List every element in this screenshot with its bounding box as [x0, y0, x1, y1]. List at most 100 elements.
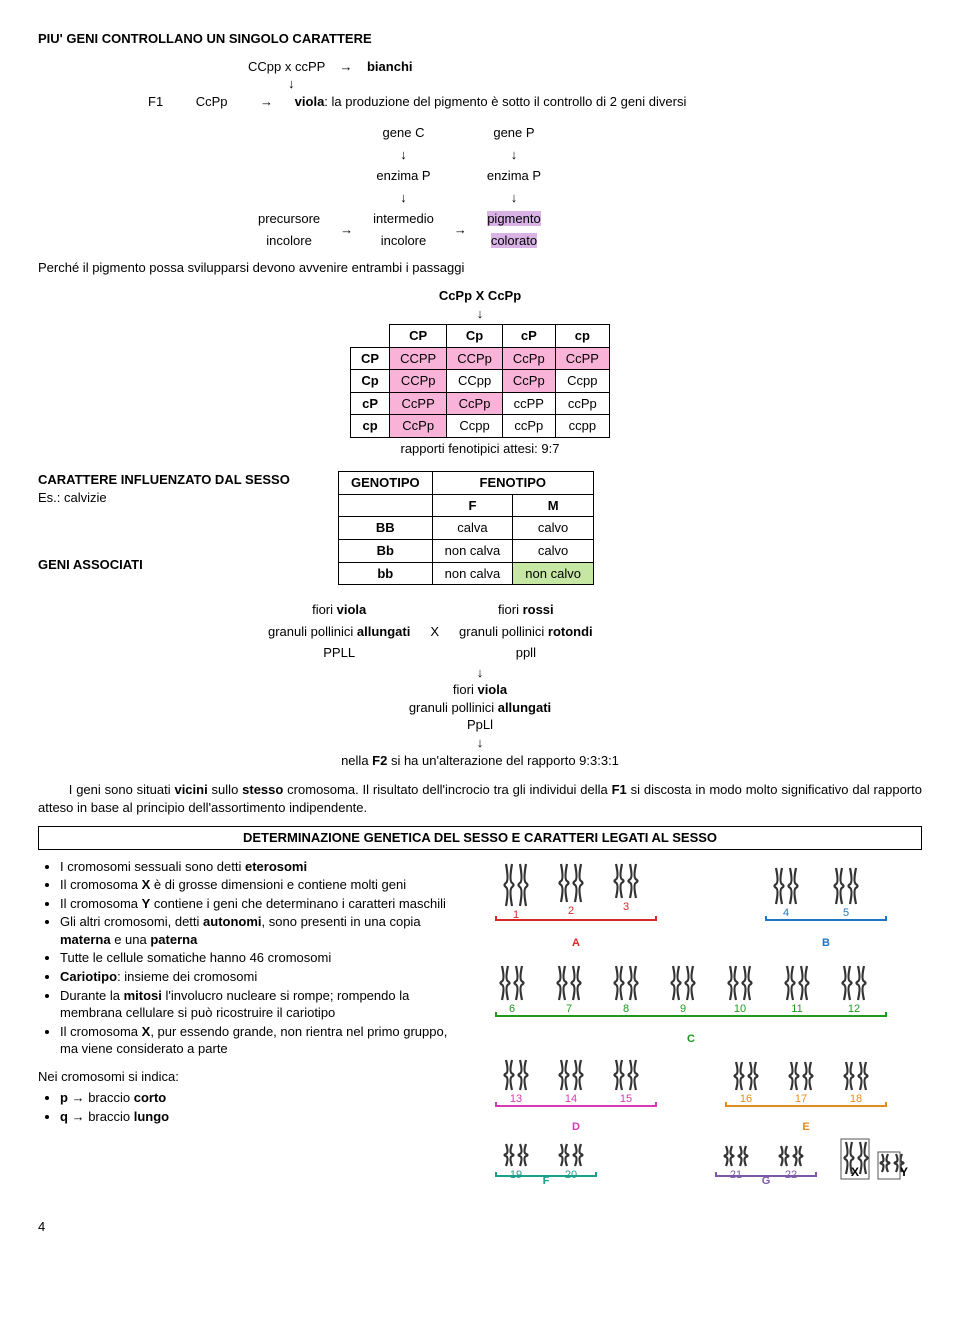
intermedio: intermedio: [363, 208, 444, 230]
txt: rossi: [523, 602, 554, 617]
list-item: q → braccio lungo: [60, 1108, 468, 1126]
pr: Cp: [351, 370, 390, 393]
down-arrow: ↓: [363, 144, 444, 166]
svg-text:17: 17: [795, 1093, 807, 1105]
down-arrow: ↓: [38, 734, 922, 752]
svg-text:11: 11: [791, 1003, 802, 1015]
ph: CP: [390, 325, 447, 348]
arrow-right: →: [330, 208, 363, 251]
cross2: CcPp X CcPp: [38, 287, 922, 305]
list-item: Gli altri cromosomi, detti autonomi, son…: [60, 913, 468, 948]
cross1-pheno: bianchi: [367, 59, 413, 74]
pigmento: pigmento: [487, 211, 540, 226]
svg-text:8: 8: [623, 1003, 629, 1015]
list-item: p → braccio corto: [60, 1089, 468, 1107]
section-title-box: DETERMINAZIONE GENETICA DEL SESSO E CARA…: [38, 826, 922, 850]
pc: ccPP: [502, 392, 555, 415]
th-geno: GENOTIPO: [339, 472, 433, 495]
txt: PpLl: [38, 716, 922, 734]
svg-text:14: 14: [565, 1093, 577, 1105]
pq-list: p → braccio corto q → braccio lungo: [38, 1089, 468, 1125]
pc: CCPp: [447, 347, 503, 370]
list-item: Il cromosoma X, pur essendo grande, non …: [60, 1023, 468, 1058]
geneC: gene C: [363, 122, 444, 144]
f2-line: nella F2 si ha un'alterazione del rappor…: [38, 752, 922, 770]
svg-text:X: X: [851, 1165, 859, 1179]
svg-text:4: 4: [783, 907, 789, 919]
para-vicini: I geni sono situati vicini sullo stesso …: [38, 781, 922, 816]
colorato: colorato: [491, 233, 537, 248]
pathway-table: gene C gene P ↓↓ enzima P enzima P ↓↓ pr…: [248, 122, 551, 251]
svg-text:2: 2: [568, 905, 574, 917]
txt: granuli pollinici: [459, 624, 548, 639]
geni-associati-title: GENI ASSOCIATI: [38, 556, 338, 574]
incolore: incolore: [363, 230, 444, 252]
th-M: M: [513, 494, 594, 517]
punnett-ratio: rapporti fenotipici attesi: 9:7: [38, 440, 922, 458]
svg-text:5: 5: [843, 907, 849, 919]
cell: non calva: [432, 540, 513, 563]
bullet-list: I cromosomi sessuali sono detti eterosom…: [38, 858, 468, 1058]
down-arrow: ↓: [477, 187, 551, 209]
karyotype-figure: 12345 A B 6789101112 C 131415161718 D E …: [486, 854, 922, 1189]
flower-cross: fiori viola fiori rossi granuli pollinic…: [258, 599, 603, 664]
txt: fiori: [498, 602, 523, 617]
txt: viola: [337, 602, 367, 617]
page-number: 4: [38, 1218, 922, 1236]
cell: non calva: [432, 562, 513, 585]
punnett-square: CP Cp cP cp CP CCPP CCPp CcPp CcPP Cp CC…: [350, 324, 610, 438]
txt: ppll: [449, 642, 603, 664]
down-arrow: ↓: [363, 187, 444, 209]
list-item: Il cromosoma Y contiene i geni che deter…: [60, 895, 468, 913]
list-item: Tutte le cellule somatiche hanno 46 crom…: [60, 949, 468, 967]
cell: BB: [339, 517, 433, 540]
txt: allungati: [357, 624, 410, 639]
svg-text:A: A: [572, 937, 580, 949]
pr: CP: [351, 347, 390, 370]
geneP: gene P: [477, 122, 551, 144]
txt: PPLL: [258, 642, 420, 664]
th-feno: FENOTIPO: [432, 472, 593, 495]
svg-text:F: F: [543, 1175, 550, 1184]
ph: Cp: [447, 325, 503, 348]
cross-X: X: [420, 621, 449, 643]
svg-text:13: 13: [510, 1093, 522, 1105]
svg-text:9: 9: [680, 1003, 686, 1015]
pc: CcPp: [390, 415, 447, 438]
arrow-right: →: [340, 59, 353, 74]
pc: CcPP: [555, 347, 609, 370]
pr: cp: [351, 415, 390, 438]
svg-text:Y: Y: [900, 1165, 908, 1179]
cross1-parents: CCpp x ccPP: [248, 59, 325, 74]
f1-geno: CcPp: [196, 94, 228, 109]
f1-label: F1: [148, 94, 163, 109]
cell: calvo: [513, 517, 594, 540]
pc: ccPp: [502, 415, 555, 438]
pc: CCpp: [447, 370, 503, 393]
txt: granuli pollinici: [268, 624, 357, 639]
f1-line: F1 CcPp → viola: la produzione del pigme…: [148, 93, 922, 111]
svg-text:15: 15: [620, 1093, 632, 1105]
svg-text:C: C: [687, 1033, 695, 1045]
svg-text:12: 12: [848, 1003, 860, 1015]
down-arrow: ↓: [38, 664, 922, 682]
nei-cromosomi: Nei cromosomi si indica:: [38, 1068, 468, 1086]
svg-text:6: 6: [509, 1003, 515, 1015]
enzP: enzima P: [477, 165, 551, 187]
svg-text:D: D: [572, 1121, 580, 1133]
list-item: I cromosomi sessuali sono detti eterosom…: [60, 858, 468, 876]
down-arrow: ↓: [288, 75, 922, 93]
txt: granuli pollinici allungati: [38, 699, 922, 717]
phenotype-table: GENOTIPO FENOTIPO F M BBcalvacalvo Bbnon…: [338, 471, 594, 585]
down-arrow: ↓: [477, 144, 551, 166]
arrow-right: →: [260, 94, 273, 109]
pc: CcPp: [502, 347, 555, 370]
svg-text:16: 16: [740, 1093, 752, 1105]
pr: cP: [351, 392, 390, 415]
precursore: precursore: [248, 208, 330, 230]
cell: non calvo: [513, 562, 594, 585]
pc: ccpp: [555, 415, 609, 438]
txt: rotondi: [548, 624, 593, 639]
down-arrow: ↓: [38, 305, 922, 323]
th-F: F: [432, 494, 513, 517]
